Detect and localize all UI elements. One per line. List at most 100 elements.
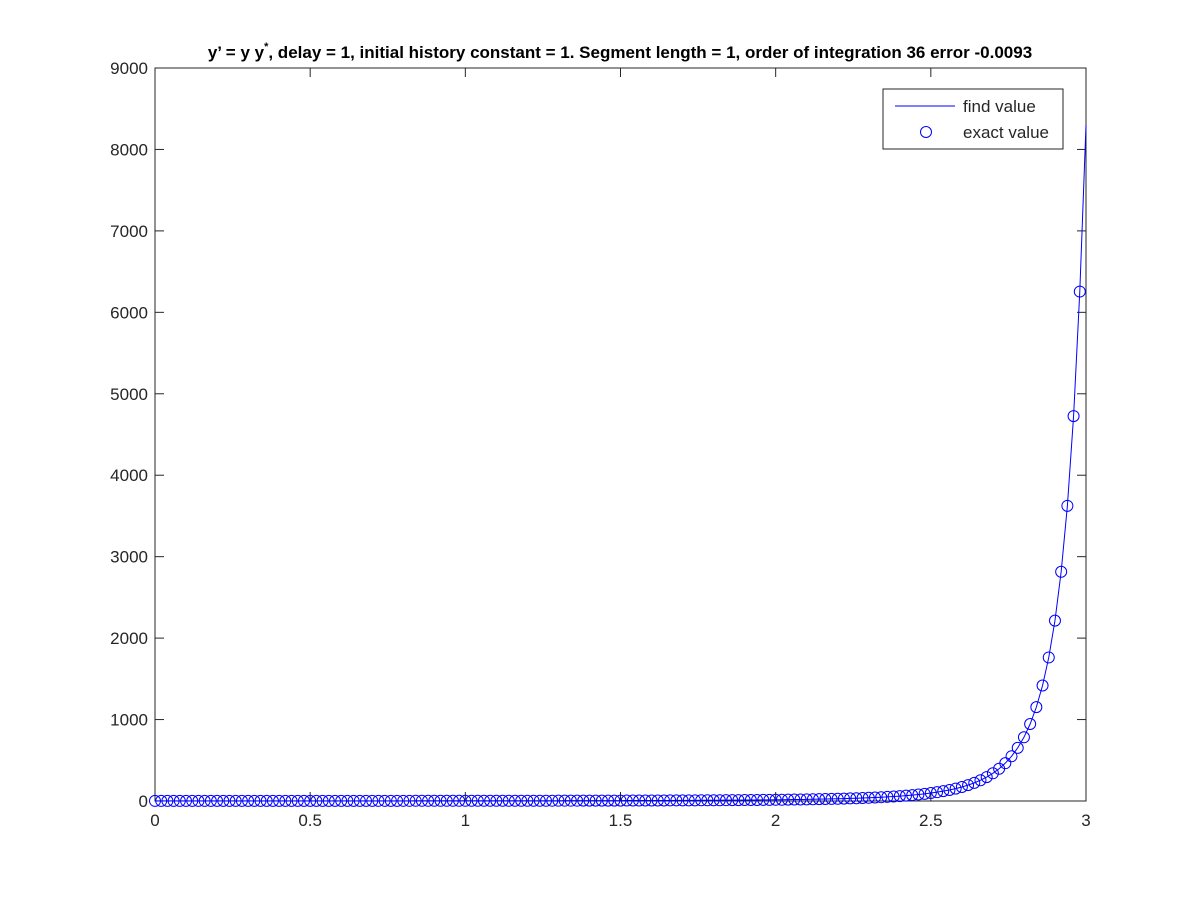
data-marker [825,792,838,805]
data-marker [173,794,186,807]
y-tick-label: 9000 [110,59,148,78]
data-marker [223,794,236,807]
data-marker [266,794,279,807]
y-tick-label: 5000 [110,385,148,404]
y-tick-label: 4000 [110,466,148,485]
data-marker [409,794,422,807]
data-marker [726,794,739,807]
data-marker [1036,679,1049,692]
data-marker [862,791,875,804]
data-marker [1017,731,1030,744]
data-marker [564,794,577,807]
data-marker [235,794,248,807]
title-text: , delay = 1, initial history constant = … [268,43,1032,62]
data-marker [924,787,937,800]
data-marker [422,794,435,807]
data-marker [484,794,497,807]
data-marker [763,793,776,806]
data-marker [508,794,521,807]
data-marker [533,794,546,807]
data-marker [670,794,683,807]
data-marker [310,794,323,807]
title-superscript: * [264,41,269,53]
data-marker [428,794,441,807]
y-tick-label: 3000 [110,548,148,567]
x-tick-label: 0.5 [298,811,322,830]
data-marker [490,794,503,807]
data-marker [353,794,366,807]
x-tick-label: 1.5 [609,811,633,830]
chart-title: y’ = y y*, delay = 1, initial history co… [208,41,1032,62]
data-marker [347,794,360,807]
data-marker [372,794,385,807]
data-marker [583,794,596,807]
data-marker [633,794,646,807]
legend-box [882,88,1064,150]
data-marker [751,793,764,806]
data-marker [577,794,590,807]
data-marker [608,794,621,807]
data-marker [229,794,242,807]
data-marker [366,794,379,807]
data-marker [887,790,900,803]
data-marker [1048,614,1061,627]
data-marker [515,794,528,807]
x-tick-label: 0 [150,811,159,830]
data-marker [701,794,714,807]
data-marker [813,793,826,806]
data-marker [918,787,931,800]
data-marker [440,794,453,807]
data-marker [900,789,913,802]
y-tick-label: 1000 [110,711,148,730]
data-marker [868,791,881,804]
data-marker [589,794,602,807]
data-marker [595,794,608,807]
data-marker [732,794,745,807]
data-marker [335,794,348,807]
data-marker [875,791,888,804]
data-marker [955,780,968,793]
data-marker [1042,651,1055,664]
y-tick-label: 7000 [110,222,148,241]
data-marker [384,794,397,807]
data-marker [651,794,664,807]
data-marker [254,794,267,807]
x-tick-label: 1 [461,811,470,830]
data-marker [204,794,217,807]
data-marker [242,794,255,807]
data-marker [639,794,652,807]
data-marker [788,793,801,806]
data-marker [211,794,224,807]
data-marker [279,794,292,807]
data-marker [446,794,459,807]
data-marker [304,794,317,807]
data-marker [943,783,956,796]
data-marker [794,793,807,806]
data-marker [217,794,230,807]
data-marker [453,794,466,807]
data-marker [149,794,161,807]
data-marker [657,794,670,807]
data-marker [974,774,987,787]
data-marker [614,794,627,807]
data-marker [322,794,335,807]
data-marker [471,794,484,807]
y-tick-label: 0 [139,792,148,811]
data-marker [682,794,695,807]
data-marker [285,794,298,807]
data-marker [316,794,329,807]
data-marker [800,793,813,806]
data-marker [291,794,304,807]
data-marker [546,794,559,807]
legend-label: find value [963,97,1036,116]
x-tick-label: 2 [771,811,780,830]
data-marker [465,794,478,807]
legend-marker [920,126,932,138]
data-marker [397,794,410,807]
data-marker [1011,741,1024,754]
data-marker [161,794,174,807]
data-marker [558,794,571,807]
data-marker [806,793,819,806]
